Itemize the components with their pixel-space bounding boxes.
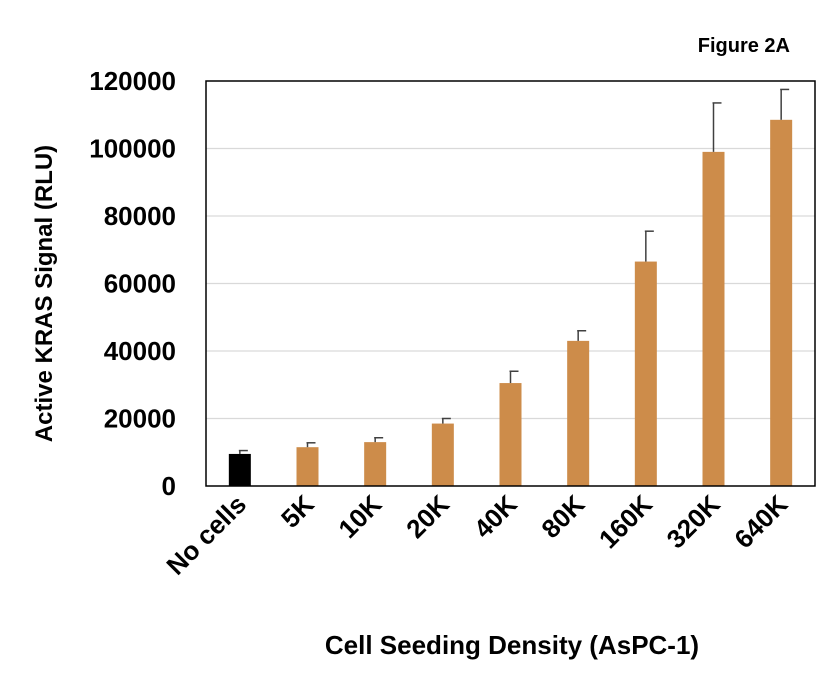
x-tick-label: 5K — [275, 489, 320, 534]
plot-area-frame — [205, 80, 816, 487]
bar — [364, 442, 387, 486]
y-tick-label: 100000 — [89, 134, 176, 164]
bar — [702, 151, 725, 486]
y-tick-label: 80000 — [104, 201, 176, 231]
x-tick-label: 320K — [661, 489, 726, 554]
y-tick-label: 60000 — [104, 269, 176, 299]
x-tick-label: 640K — [728, 489, 793, 554]
bar — [499, 383, 522, 486]
y-tick-labels: 0 20000 40000 60000 80000 100000 120000 — [89, 66, 176, 501]
x-tick-label: 80K — [535, 489, 590, 544]
y-tick-label: 0 — [162, 471, 176, 501]
bar — [228, 453, 251, 486]
error-bar — [374, 436, 384, 443]
error-bar — [577, 330, 587, 341]
y-tick-label: 120000 — [89, 66, 176, 96]
x-tick-label: 20K — [400, 489, 455, 544]
x-tick-labels: No cells 5K 10K 20K 40K 80K 160K 320K 640K — [160, 489, 793, 581]
y-tick-label: 40000 — [104, 336, 176, 366]
bars — [228, 119, 793, 486]
bar — [634, 261, 657, 486]
x-tick-label: 10K — [332, 489, 387, 544]
error-bar — [238, 449, 248, 454]
x-tick-label: 160K — [593, 489, 658, 554]
error-bar — [306, 442, 316, 448]
bar — [431, 423, 454, 486]
bar — [296, 447, 319, 486]
bar — [770, 119, 793, 486]
error-bar — [441, 417, 451, 424]
error-bar — [780, 88, 790, 120]
x-tick-label: No cells — [160, 489, 252, 581]
figure-label: Figure 2A — [698, 35, 790, 57]
error-bar — [644, 230, 654, 262]
error-bar — [712, 102, 722, 152]
y-tick-label: 20000 — [104, 404, 176, 434]
error-bar — [509, 370, 519, 384]
error-bars — [238, 88, 790, 454]
x-tick-label: 40K — [468, 489, 523, 544]
y-axis-title: Active KRAS Signal (RLU) — [31, 145, 58, 442]
bar — [567, 340, 590, 486]
x-axis-title: Cell Seeding Density (AsPC-1) — [325, 630, 699, 660]
